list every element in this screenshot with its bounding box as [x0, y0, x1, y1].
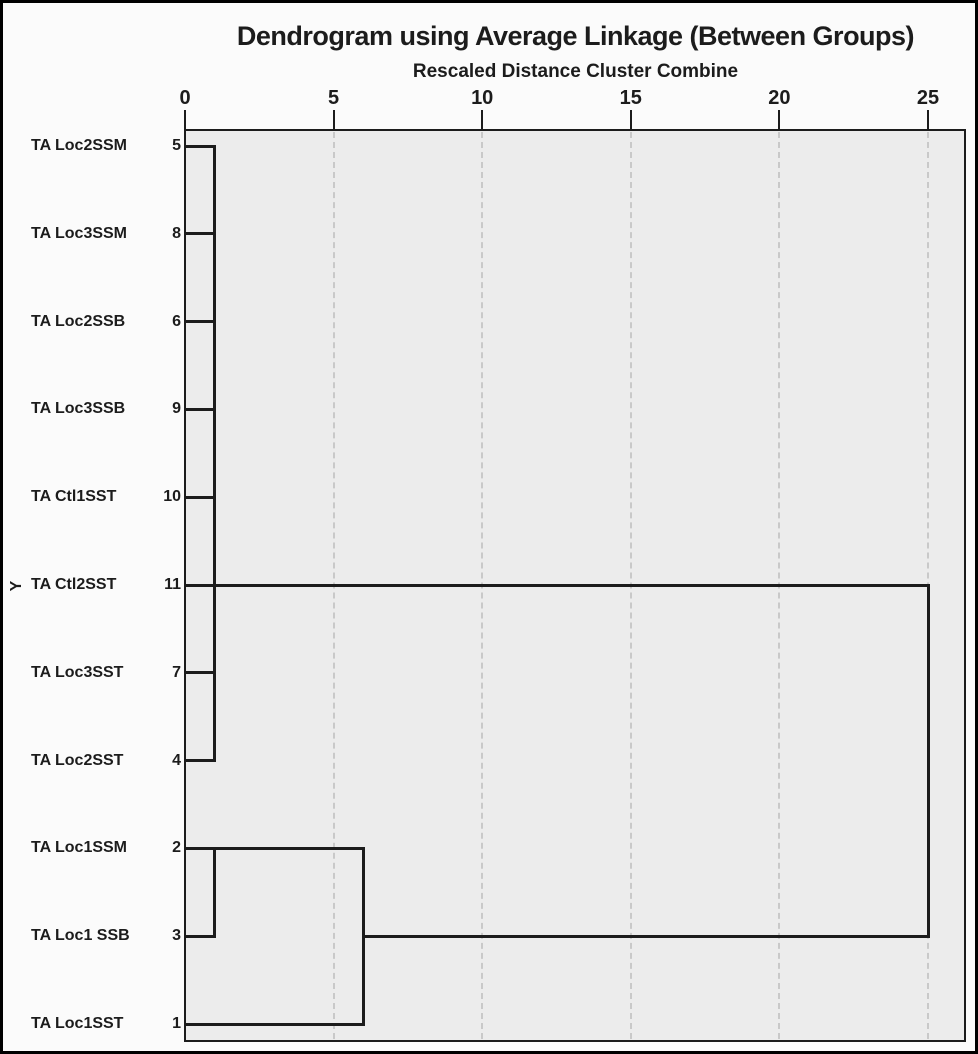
tick-label: 15 — [619, 87, 642, 109]
case-number: 2 — [172, 839, 181, 857]
tick-mark — [184, 110, 186, 130]
tick-mark — [629, 110, 632, 130]
tick-label: 10 — [471, 87, 494, 109]
case-label-layer: TA Loc2SSM 5 TA Loc3SSM 8 TA Loc2SSB 6 TA Loc3… — [3, 3, 975, 1051]
tick-label: 20 — [768, 87, 791, 109]
dendrogram-v-line — [213, 144, 217, 763]
dendrogram-h-line — [185, 846, 365, 850]
dendrogram-v-line — [361, 846, 365, 1026]
case-number: 10 — [163, 488, 181, 506]
dendrogram-h-line — [185, 144, 217, 148]
tick-mark — [332, 110, 335, 130]
case-label: TA Loc3SSB — [31, 400, 126, 418]
dendrogram-h-line — [185, 320, 217, 324]
dendrogram-h-line — [185, 583, 930, 587]
case-number: 7 — [172, 663, 181, 681]
case-number: 1 — [172, 1015, 181, 1032]
case-label: TA Loc2SST — [31, 751, 124, 769]
tick-mark — [778, 110, 781, 130]
case-label: TA Loc1SSM — [31, 839, 128, 857]
case-label: TA Loc1SST — [31, 1015, 124, 1032]
tick-label: 0 — [179, 87, 191, 109]
dendrogram-v-line — [926, 583, 930, 938]
case-label: TA Loc3SST — [31, 663, 124, 681]
case-number: 8 — [172, 224, 181, 242]
chart-title: Dendrogram using Average Linkage (Betwee… — [236, 21, 915, 51]
chart-subtitle: Rescaled Distance Cluster Combine — [412, 61, 739, 82]
dendrogram-h-line — [185, 671, 217, 675]
dendrogram-h-line — [185, 407, 217, 411]
case-label: TA Ctl1SST — [31, 488, 117, 506]
case-label: TA Ctl2SST — [31, 576, 117, 593]
x-axis-layer: 0 5 10 15 20 25 — [3, 3, 975, 1051]
dendrogram-h-line — [363, 934, 930, 938]
case-label: TA Loc2SSB — [31, 312, 126, 330]
dendrogram-h-line — [185, 759, 217, 763]
case-label: TA Loc3SSM — [31, 224, 128, 242]
tick-label: 5 — [328, 87, 340, 109]
dendrogram-h-line — [185, 1022, 365, 1026]
case-label: TA Loc1 SSB — [31, 927, 130, 945]
dendrogram-lines-layer — [3, 3, 975, 1051]
dendrogram-h-line — [185, 934, 217, 938]
tick-mark — [927, 110, 929, 130]
case-label: TA Loc2SSM — [31, 137, 128, 154]
tick-label: 25 — [916, 87, 940, 109]
case-number: 9 — [172, 400, 181, 418]
dendrogram-v-line — [213, 846, 217, 938]
case-number: 6 — [172, 312, 181, 330]
case-number: 4 — [172, 751, 181, 769]
case-number: 5 — [172, 137, 181, 154]
y-axis-label: Y — [8, 580, 25, 592]
dendrogram-h-line — [185, 232, 217, 236]
case-number: 11 — [164, 576, 181, 593]
tick-mark — [481, 110, 484, 130]
case-number: 3 — [172, 927, 181, 945]
dendrogram-h-line — [185, 495, 217, 499]
